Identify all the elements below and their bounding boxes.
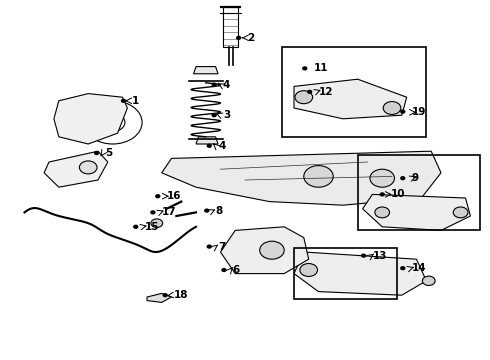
Circle shape (260, 241, 284, 259)
Circle shape (303, 67, 307, 70)
Bar (358, 155, 480, 230)
Circle shape (383, 102, 401, 114)
Polygon shape (147, 293, 172, 302)
Text: 1: 1 (132, 96, 140, 106)
Text: 15: 15 (145, 222, 159, 232)
Circle shape (308, 90, 312, 93)
Circle shape (422, 276, 435, 285)
Text: 17: 17 (162, 207, 176, 217)
Circle shape (237, 36, 241, 39)
Polygon shape (294, 252, 426, 295)
Bar (294, 248, 397, 299)
Polygon shape (54, 94, 127, 144)
Text: 2: 2 (247, 33, 255, 43)
Circle shape (401, 110, 405, 113)
Polygon shape (294, 79, 407, 119)
Circle shape (207, 144, 211, 147)
Circle shape (134, 225, 138, 228)
Circle shape (212, 83, 216, 86)
Circle shape (401, 267, 405, 270)
Circle shape (156, 195, 160, 198)
Polygon shape (196, 137, 218, 144)
Circle shape (362, 254, 366, 257)
Polygon shape (363, 194, 470, 230)
Text: 10: 10 (391, 189, 406, 199)
Polygon shape (220, 227, 309, 274)
Circle shape (380, 193, 384, 196)
Circle shape (207, 245, 211, 248)
Text: 18: 18 (174, 290, 189, 300)
Circle shape (295, 91, 313, 104)
Text: 16: 16 (167, 191, 181, 201)
Text: 19: 19 (412, 107, 426, 117)
Text: 11: 11 (314, 63, 328, 73)
Text: 5: 5 (105, 148, 113, 158)
Circle shape (205, 209, 209, 212)
Text: 3: 3 (223, 110, 230, 120)
Circle shape (122, 99, 125, 102)
Text: 4: 4 (223, 80, 230, 90)
Circle shape (212, 114, 216, 117)
Circle shape (304, 166, 333, 187)
Circle shape (300, 264, 318, 276)
Text: 12: 12 (318, 87, 333, 97)
Circle shape (151, 211, 155, 214)
Text: 8: 8 (216, 206, 223, 216)
Circle shape (375, 207, 390, 218)
Circle shape (163, 294, 167, 297)
Text: 14: 14 (412, 263, 426, 273)
Circle shape (79, 161, 97, 174)
Circle shape (95, 152, 98, 154)
Text: 4: 4 (218, 141, 225, 151)
Polygon shape (194, 67, 218, 74)
Text: 9: 9 (412, 173, 419, 183)
Text: 7: 7 (218, 242, 225, 252)
Circle shape (222, 269, 226, 271)
Circle shape (370, 169, 394, 187)
Circle shape (151, 219, 163, 228)
Circle shape (453, 207, 468, 218)
Bar (282, 47, 426, 137)
Polygon shape (44, 151, 108, 187)
Text: 13: 13 (372, 251, 387, 261)
Text: 6: 6 (233, 265, 240, 275)
Circle shape (401, 177, 405, 180)
Polygon shape (162, 151, 441, 205)
